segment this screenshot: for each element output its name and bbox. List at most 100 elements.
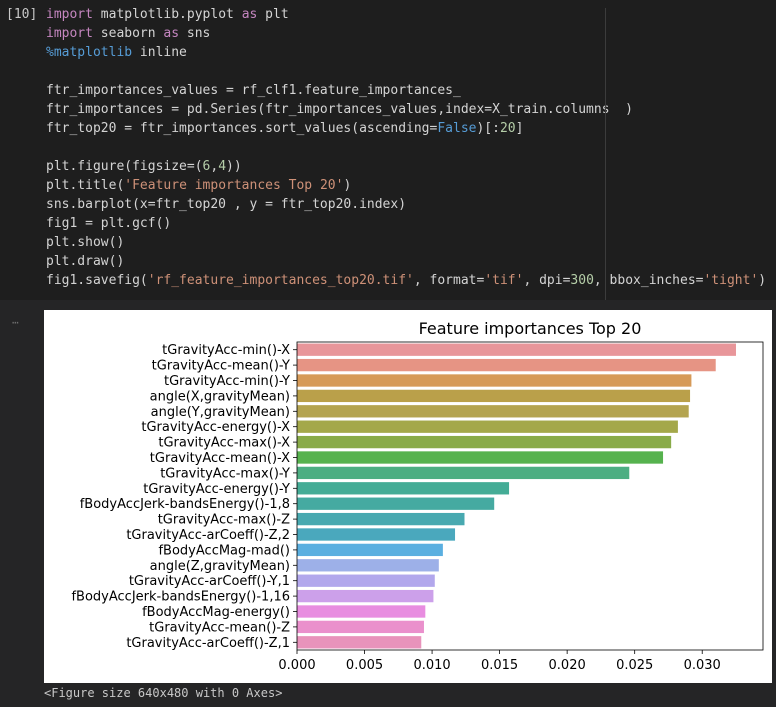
output-collapse-icon[interactable]: ⋯ — [12, 316, 19, 329]
figure-size-caption: <Figure size 640x480 with 0 Axes> — [44, 686, 283, 700]
y-tick-label: tGravityAcc-arCoeff()-Z,2 — [126, 528, 290, 543]
y-tick-label: tGravityAcc-min()-Y — [164, 374, 290, 389]
y-tick-label: tGravityAcc-mean()-X — [150, 451, 290, 466]
x-tick-label: 0.005 — [346, 658, 383, 673]
code-token: import — [46, 26, 93, 41]
x-tick-label: 0.025 — [616, 658, 653, 673]
code-line[interactable]: %matplotlib inline — [46, 43, 601, 62]
bar — [297, 435, 672, 449]
code-line[interactable]: ftr_importances_values = rf_clf1.feature… — [46, 81, 601, 100]
code-line[interactable]: fig1.savefig('rf_feature_importances_top… — [46, 271, 766, 290]
y-tick-label: fBodyAccJerk-bandsEnergy()-1,16 — [71, 590, 290, 605]
code-token: plt.figure(figsize=( — [46, 159, 203, 174]
x-tick-label: 0.000 — [278, 658, 315, 673]
code-token: as — [241, 7, 258, 22]
code-token: %matplotlib — [46, 45, 133, 60]
code-line[interactable]: ftr_top20 = ftr_importances.sort_values(… — [46, 119, 601, 138]
bar — [297, 358, 716, 372]
code-line[interactable]: plt.figure(figsize=(6,4)) — [46, 157, 601, 176]
code-token: ftr_importances_values = rf_clf1.feature… — [46, 83, 461, 98]
editor-ruler — [605, 8, 606, 300]
code-line[interactable]: sns.barplot(x=ftr_top20 , y = ftr_top20.… — [46, 195, 601, 214]
bar — [297, 512, 465, 526]
x-tick-label: 0.015 — [481, 658, 518, 673]
code-token: 'rf_feature_importances_top20.tif' — [147, 273, 414, 288]
y-tick-label: fBodyAccMag-mad() — [158, 543, 290, 558]
axes-frame — [296, 341, 764, 651]
code-token: seaborn — [92, 26, 164, 41]
bar — [297, 636, 422, 649]
code-line[interactable]: plt.draw() — [46, 252, 601, 271]
y-tick-label: tGravityAcc-min()-X — [162, 343, 290, 358]
bar — [297, 451, 664, 464]
bar — [297, 405, 689, 418]
code-token: sns.barplot(x=ftr_top20 , y = ftr_top20.… — [46, 197, 407, 212]
code-token: , dpi= — [523, 273, 571, 288]
code-line[interactable] — [46, 138, 601, 157]
x-tick-label: 0.010 — [413, 658, 450, 673]
code-token: 4 — [218, 159, 227, 174]
code-token: 'tight' — [703, 273, 759, 288]
y-tick-label: angle(Z,gravityMean) — [150, 559, 290, 574]
cell-prompt: [10] — [6, 7, 38, 22]
code-token: plt.draw() — [46, 254, 125, 269]
code-token: import — [46, 7, 93, 22]
bar — [297, 466, 630, 480]
code-token: plt — [257, 7, 289, 22]
y-tick-label: tGravityAcc-mean()-Z — [149, 620, 290, 635]
code-line[interactable]: fig1 = plt.gcf() — [46, 214, 601, 233]
y-tick-label: fBodyAccJerk-bandsEnergy()-1,8 — [80, 497, 290, 512]
code-token: False — [437, 121, 477, 136]
chart-title: Feature importances Top 20 — [419, 319, 642, 338]
code-line[interactable]: plt.title('Feature importances Top 20') — [46, 176, 601, 195]
code-token: ] — [515, 121, 524, 136]
bar — [297, 389, 691, 403]
y-tick-label: tGravityAcc-max()-Z — [158, 513, 290, 528]
code-line[interactable]: import seaborn as sns — [46, 24, 601, 43]
code-token: ) — [758, 273, 767, 288]
code-token: 20 — [499, 121, 516, 136]
bar — [297, 574, 435, 587]
code-line[interactable]: import matplotlib.pyplot as plt — [46, 5, 601, 24]
bar — [297, 528, 456, 541]
code-token: 'tif' — [484, 273, 524, 288]
bar — [297, 482, 510, 495]
code-token: 300 — [570, 273, 594, 288]
y-tick-label: angle(X,gravityMean) — [150, 389, 290, 404]
x-tick-label: 0.020 — [549, 658, 586, 673]
figure-output: Feature importances Top 20 tGravityAcc-m… — [44, 310, 772, 683]
code-token: plt.show() — [46, 235, 125, 250]
code-line[interactable]: ftr_importances = pd.Series(ftr_importan… — [46, 100, 633, 119]
code-token: ) — [343, 178, 352, 193]
y-tick-label: tGravityAcc-energy()-Y — [143, 482, 290, 497]
code-token: plt.title( — [46, 178, 125, 193]
code-token: fig1.savefig( — [46, 273, 148, 288]
bar — [297, 620, 424, 634]
bar — [297, 374, 692, 387]
code-token: 6 — [202, 159, 211, 174]
code-cell[interactable]: [10] import matplotlib.pyplot as plt impo… — [0, 0, 776, 300]
y-tick-label: tGravityAcc-energy()-X — [141, 420, 290, 435]
y-tick-label: tGravityAcc-arCoeff()-Y,1 — [129, 574, 290, 589]
bar — [297, 559, 439, 572]
code-token: as — [163, 26, 180, 41]
y-tick-label: angle(Y,gravityMean) — [151, 405, 290, 420]
y-tick-label: tGravityAcc-max()-Y — [160, 466, 290, 481]
code-token: , bbox_inches= — [593, 273, 704, 288]
code-token: ftr_top20 = ftr_importances.sort_values(… — [46, 121, 438, 136]
bar — [297, 420, 678, 433]
code-editor[interactable]: import matplotlib.pyplot as plt import se… — [46, 5, 766, 290]
bar — [297, 605, 426, 618]
y-tick-label: fBodyAccMag-energy() — [142, 605, 290, 620]
code-token: )) — [226, 159, 242, 174]
code-line[interactable]: plt.show() — [46, 233, 601, 252]
code-token: , format= — [413, 273, 485, 288]
x-tick-label: 0.030 — [684, 658, 721, 673]
bar — [297, 589, 434, 603]
code-token: matplotlib.pyplot — [92, 7, 242, 22]
code-token: )[: — [476, 121, 500, 136]
code-line[interactable] — [46, 62, 601, 81]
code-token: ftr_importances = pd.Series(ftr_importan… — [46, 102, 633, 117]
bar-chart: Feature importances Top 20 tGravityAcc-m… — [71, 319, 764, 673]
code-token: sns — [179, 26, 211, 41]
